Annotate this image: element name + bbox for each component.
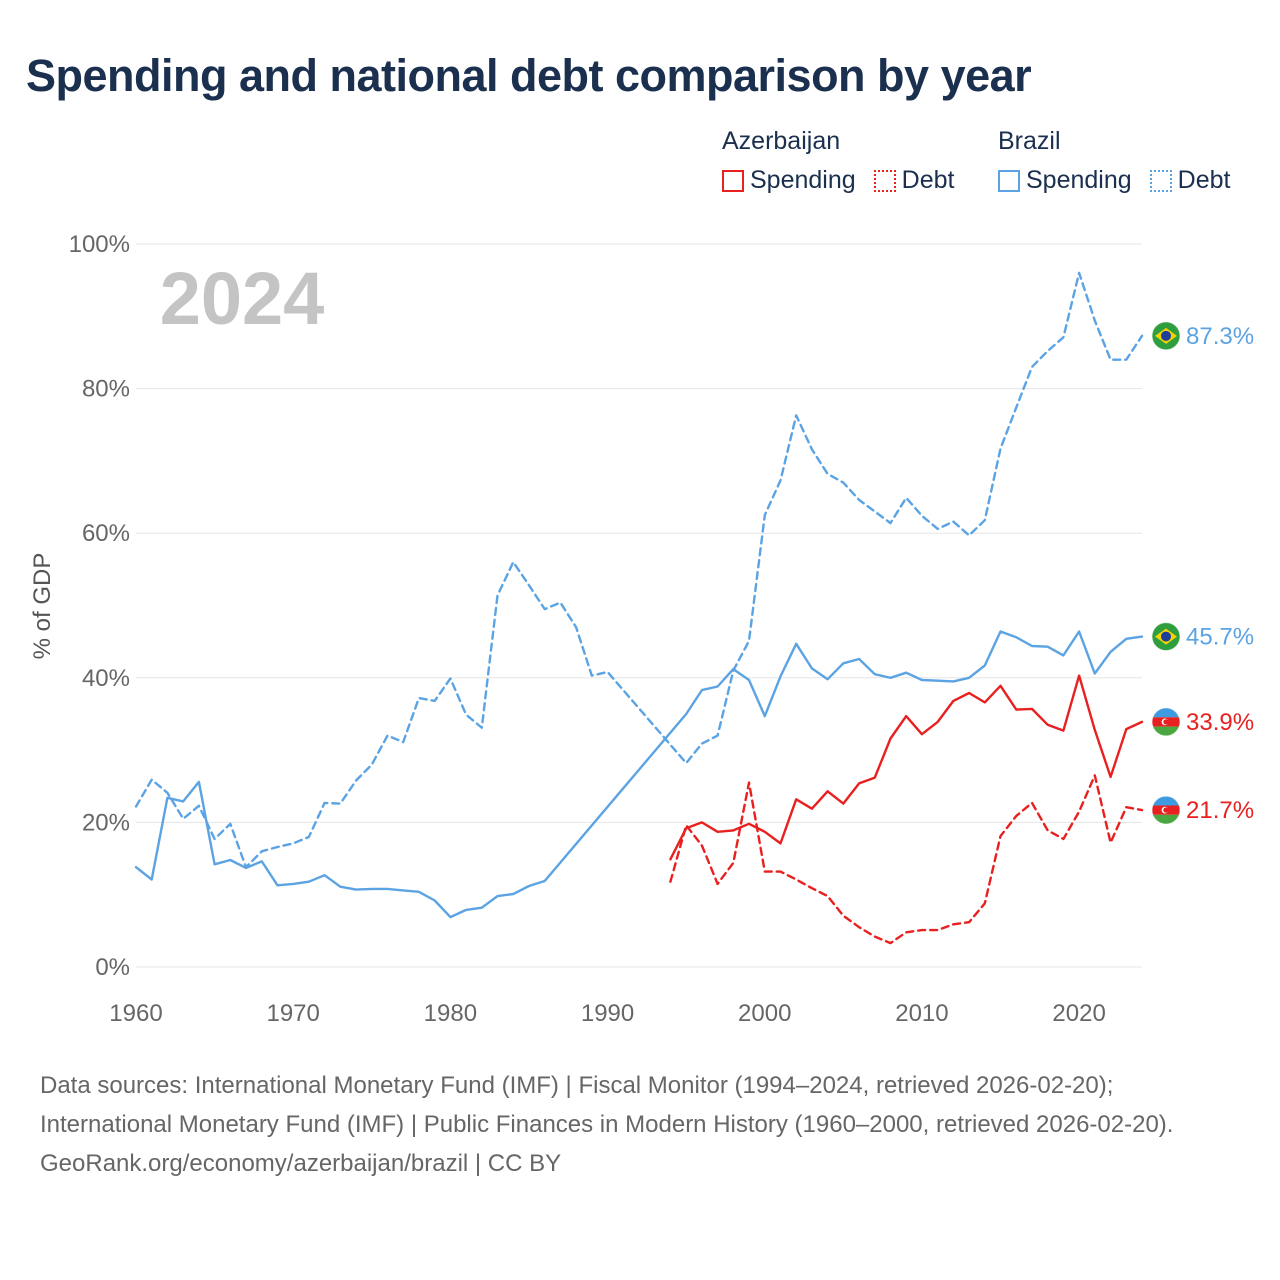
x-tick-label: 2010 — [895, 1000, 948, 1027]
end-value-label: 45.7% — [1186, 624, 1254, 651]
credit-link[interactable]: GeoRank.org/economy/azerbaijan/brazil | … — [40, 1150, 562, 1177]
legend-item-label: Debt — [901, 166, 955, 194]
footer: Data sources: International Monetary Fun… — [40, 1066, 1240, 1183]
x-tick-label: 1970 — [266, 1000, 319, 1027]
azerbaijan-flag-icon — [1151, 795, 1181, 825]
azerbaijan-debt-line — [669, 774, 1144, 945]
brazil-flag-icon — [1151, 622, 1181, 652]
x-tick-label: 1980 — [424, 1000, 477, 1027]
chart-title: Spending and national debt comparison by… — [26, 50, 1032, 101]
solid-line-swatch-icon — [998, 169, 1020, 192]
brazil-spending-line — [134, 630, 1144, 919]
y-tick-label: 40% — [82, 665, 130, 692]
azerbaijan-flag-icon — [1151, 707, 1181, 737]
dotted-line-swatch-icon — [1149, 169, 1172, 192]
dotted-line-swatch-icon — [873, 169, 896, 192]
solid-line-swatch-icon — [722, 169, 744, 192]
legend-brazil-debt[interactable]: Debt — [1149, 166, 1231, 195]
legend-item-label: Spending — [1026, 166, 1132, 194]
end-value-label: 21.7% — [1186, 797, 1254, 824]
x-tick-label: 1960 — [109, 1000, 162, 1027]
data-sources-text: Data sources: International Monetary Fun… — [40, 1072, 1174, 1138]
legend-group-brazil: Brazil Spending Debt — [998, 124, 1248, 195]
azerbaijan-spending-line — [669, 674, 1144, 861]
x-tick-label: 2000 — [738, 1000, 791, 1027]
y-tick-labels: 0% 20% 40% 60% 80% 100% — [69, 231, 130, 981]
x-tick-label: 2020 — [1052, 1000, 1105, 1027]
x-tick-label: 1990 — [581, 1000, 634, 1027]
end-labels: 87.3% 45.7% 33.9% 21.7% — [1151, 321, 1254, 825]
year-watermark: 2024 — [160, 257, 325, 340]
y-axis-label: % of GDP — [29, 553, 56, 660]
y-tick-label: 20% — [82, 809, 130, 836]
legend-item-label: Spending — [750, 166, 856, 194]
x-tick-labels: 1960 1970 1980 1990 2000 2010 2020 — [109, 1000, 1106, 1027]
legend-azerbaijan-spending[interactable]: Spending — [722, 166, 856, 195]
y-tick-label: 100% — [69, 231, 130, 258]
y-tick-label: 0% — [95, 954, 130, 981]
legend-item-label: Debt — [1177, 166, 1231, 194]
end-value-label: 87.3% — [1186, 323, 1254, 350]
legend-group-azerbaijan: Azerbaijan Spending Debt — [722, 124, 972, 195]
brazil-flag-icon — [1151, 321, 1181, 351]
y-tick-label: 80% — [82, 376, 130, 403]
legend-azerbaijan-debt[interactable]: Debt — [873, 166, 955, 195]
y-tick-label: 60% — [82, 520, 130, 547]
line-chart: 2024 % of GDP 0% 20% 40% 60% 80% 100% 1960 197… — [29, 231, 1254, 1027]
series-lines — [134, 271, 1144, 945]
gridlines — [136, 243, 1142, 968]
brazil-debt-line — [134, 271, 1144, 869]
legend-group-label: Azerbaijan — [722, 127, 841, 155]
legend-brazil-spending[interactable]: Spending — [998, 166, 1132, 195]
legend-group-label: Brazil — [998, 127, 1061, 155]
end-value-label: 33.9% — [1186, 709, 1254, 736]
